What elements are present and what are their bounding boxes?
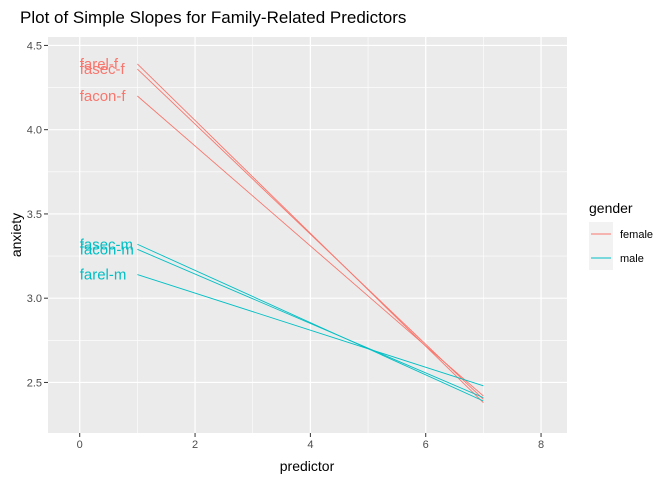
major-gridlines (48, 37, 567, 433)
y-tick-label: 3.5 (27, 209, 42, 221)
y-tick-label: 4.0 (27, 125, 42, 137)
y-tick-label: 2.5 (27, 377, 42, 389)
legend-label-female: female (620, 229, 653, 241)
legend-title: gender (589, 200, 633, 216)
series-label-fasec-f: fasec-f (80, 61, 126, 78)
y-tick-label: 4.5 (27, 40, 42, 52)
series-label-facon-m: facon-m (80, 241, 134, 258)
x-tick-label: 6 (423, 439, 429, 451)
series-lines (137, 63, 484, 403)
y-axis-ticks: 2.5 3.0 3.5 4.0 4.5 (27, 40, 48, 389)
series-line-fasec-f (137, 68, 484, 400)
x-tick-label: 8 (538, 439, 544, 451)
y-tick-label: 3.0 (27, 293, 42, 305)
minor-gridlines (48, 37, 567, 433)
x-tick-label: 0 (77, 439, 83, 451)
plot-panel (48, 37, 567, 433)
series-label-fasec-m: fasec-m (80, 236, 133, 253)
series-line-facon-m (137, 248, 484, 399)
x-axis-title: predictor (280, 458, 335, 474)
series-line-farel-m (137, 274, 484, 387)
series-label-farel-m: farel-m (80, 267, 127, 284)
legend: gender female male (589, 200, 653, 270)
x-axis-ticks: 0 2 4 6 8 (77, 433, 544, 451)
y-axis-title: anxiety (8, 213, 24, 257)
x-tick-label: 2 (192, 439, 198, 451)
series-line-fasec-m (137, 243, 484, 402)
series-line-facon-f (137, 95, 484, 397)
series-label-farel-f: farel-f (80, 56, 119, 73)
chart-title: Plot of Simple Slopes for Family-Related… (20, 8, 406, 27)
series-label-facon-f: facon-f (80, 88, 127, 105)
legend-label-male: male (620, 253, 644, 265)
x-tick-label: 4 (307, 439, 313, 451)
legend-entries: female male (589, 222, 653, 270)
